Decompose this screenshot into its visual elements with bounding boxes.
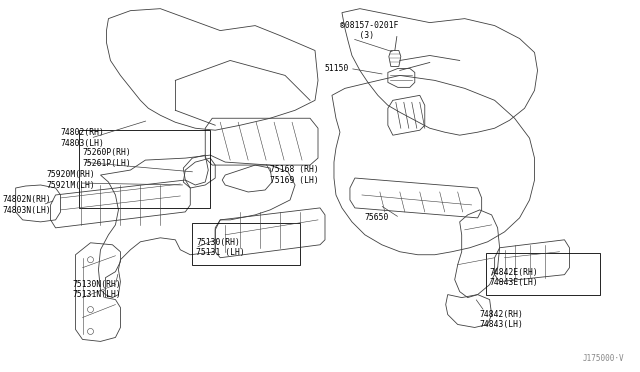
- Text: 75650: 75650: [365, 214, 389, 222]
- Bar: [486, 253, 600, 295]
- Text: 74802N(RH)
74803N(LH): 74802N(RH) 74803N(LH): [3, 195, 51, 215]
- Text: 75260P(RH)
75261P(LH): 75260P(RH) 75261P(LH): [83, 148, 131, 168]
- Bar: [192, 223, 300, 265]
- Text: 75130N(RH)
75131N(LH): 75130N(RH) 75131N(LH): [72, 280, 122, 299]
- Text: 74842E(RH)
74843E(LH): 74842E(RH) 74843E(LH): [490, 268, 538, 287]
- Text: 75168 (RH)
75169 (LH): 75168 (RH) 75169 (LH): [270, 165, 319, 185]
- Text: 74802(RH)
74803(LH): 74802(RH) 74803(LH): [61, 128, 104, 148]
- Text: J175000·V: J175000·V: [582, 355, 625, 363]
- Text: 51150: 51150: [325, 64, 349, 73]
- Bar: [79, 130, 210, 208]
- Text: 75130(RH)
75131 (LH): 75130(RH) 75131 (LH): [196, 238, 245, 257]
- Text: 74842(RH)
74843(LH): 74842(RH) 74843(LH): [479, 310, 524, 329]
- Text: 75920M(RH)
7592lM(LH): 75920M(RH) 7592lM(LH): [47, 170, 95, 190]
- Text: ®08157-0201F
    (3): ®08157-0201F (3): [340, 21, 399, 40]
